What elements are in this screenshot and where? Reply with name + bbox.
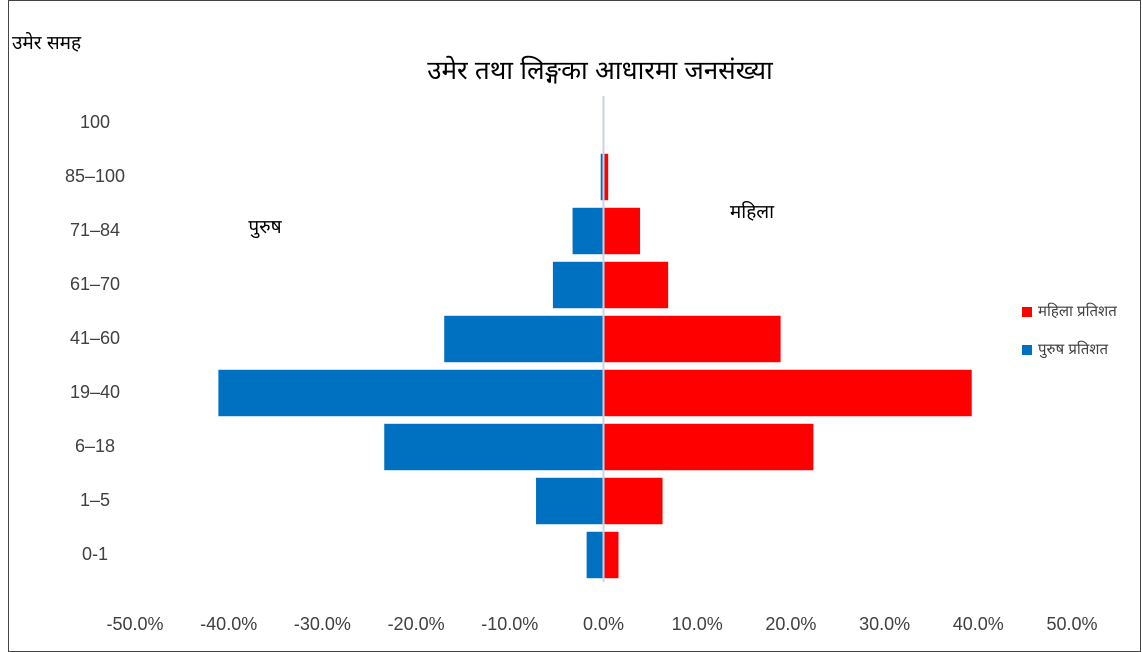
bar [603, 315, 781, 363]
x-tick-label: -50.0% [106, 614, 163, 634]
bar [603, 369, 972, 417]
bar [600, 153, 604, 201]
y-axis-label: उमेर समह [12, 31, 82, 54]
x-tick-label: 40.0% [953, 614, 1004, 634]
x-tick-label: 30.0% [859, 614, 910, 634]
annotation: पुरुष [248, 217, 282, 239]
x-tick-label: 50.0% [1046, 614, 1097, 634]
bar [536, 477, 604, 525]
y-tick-label: 0-1 [82, 544, 108, 564]
annotation: महिला [730, 200, 775, 223]
x-tick-label: 20.0% [765, 614, 816, 634]
x-tick-label: 0.0% [583, 614, 624, 634]
legend-label: महिला प्रतिशत [1038, 302, 1117, 320]
x-tick-label: -40.0% [200, 614, 257, 634]
legend-swatch [1022, 345, 1032, 355]
bar [603, 531, 619, 579]
chart-title: उमेर तथा लिङ्गका आधारमा जनसंख्या [427, 55, 774, 85]
bar [552, 261, 604, 309]
y-tick-label: 19–40 [70, 382, 120, 402]
bar [603, 423, 814, 471]
y-tick-label: 1–5 [80, 490, 110, 510]
y-tick-label: 100 [80, 112, 110, 132]
bar [603, 207, 641, 255]
bar [603, 477, 663, 525]
bar [603, 153, 609, 201]
bar [603, 261, 669, 309]
y-tick-label: 6–18 [75, 436, 115, 456]
legend-swatch [1022, 307, 1032, 317]
legend-label: पुरुष प्रतिशत [1038, 340, 1108, 359]
bar [218, 369, 604, 417]
bar [444, 315, 604, 363]
x-tick-label: -20.0% [388, 614, 445, 634]
y-tick-label: 61–70 [70, 274, 120, 294]
y-tick-label: 85–100 [65, 166, 125, 186]
bar [572, 207, 604, 255]
bar [384, 423, 604, 471]
y-tick-label: 71–84 [70, 220, 120, 240]
x-tick-label: -30.0% [294, 614, 351, 634]
bar [586, 531, 604, 579]
y-tick-label: 41–60 [70, 328, 120, 348]
x-tick-label: -10.0% [481, 614, 538, 634]
x-tick-label: 10.0% [672, 614, 723, 634]
